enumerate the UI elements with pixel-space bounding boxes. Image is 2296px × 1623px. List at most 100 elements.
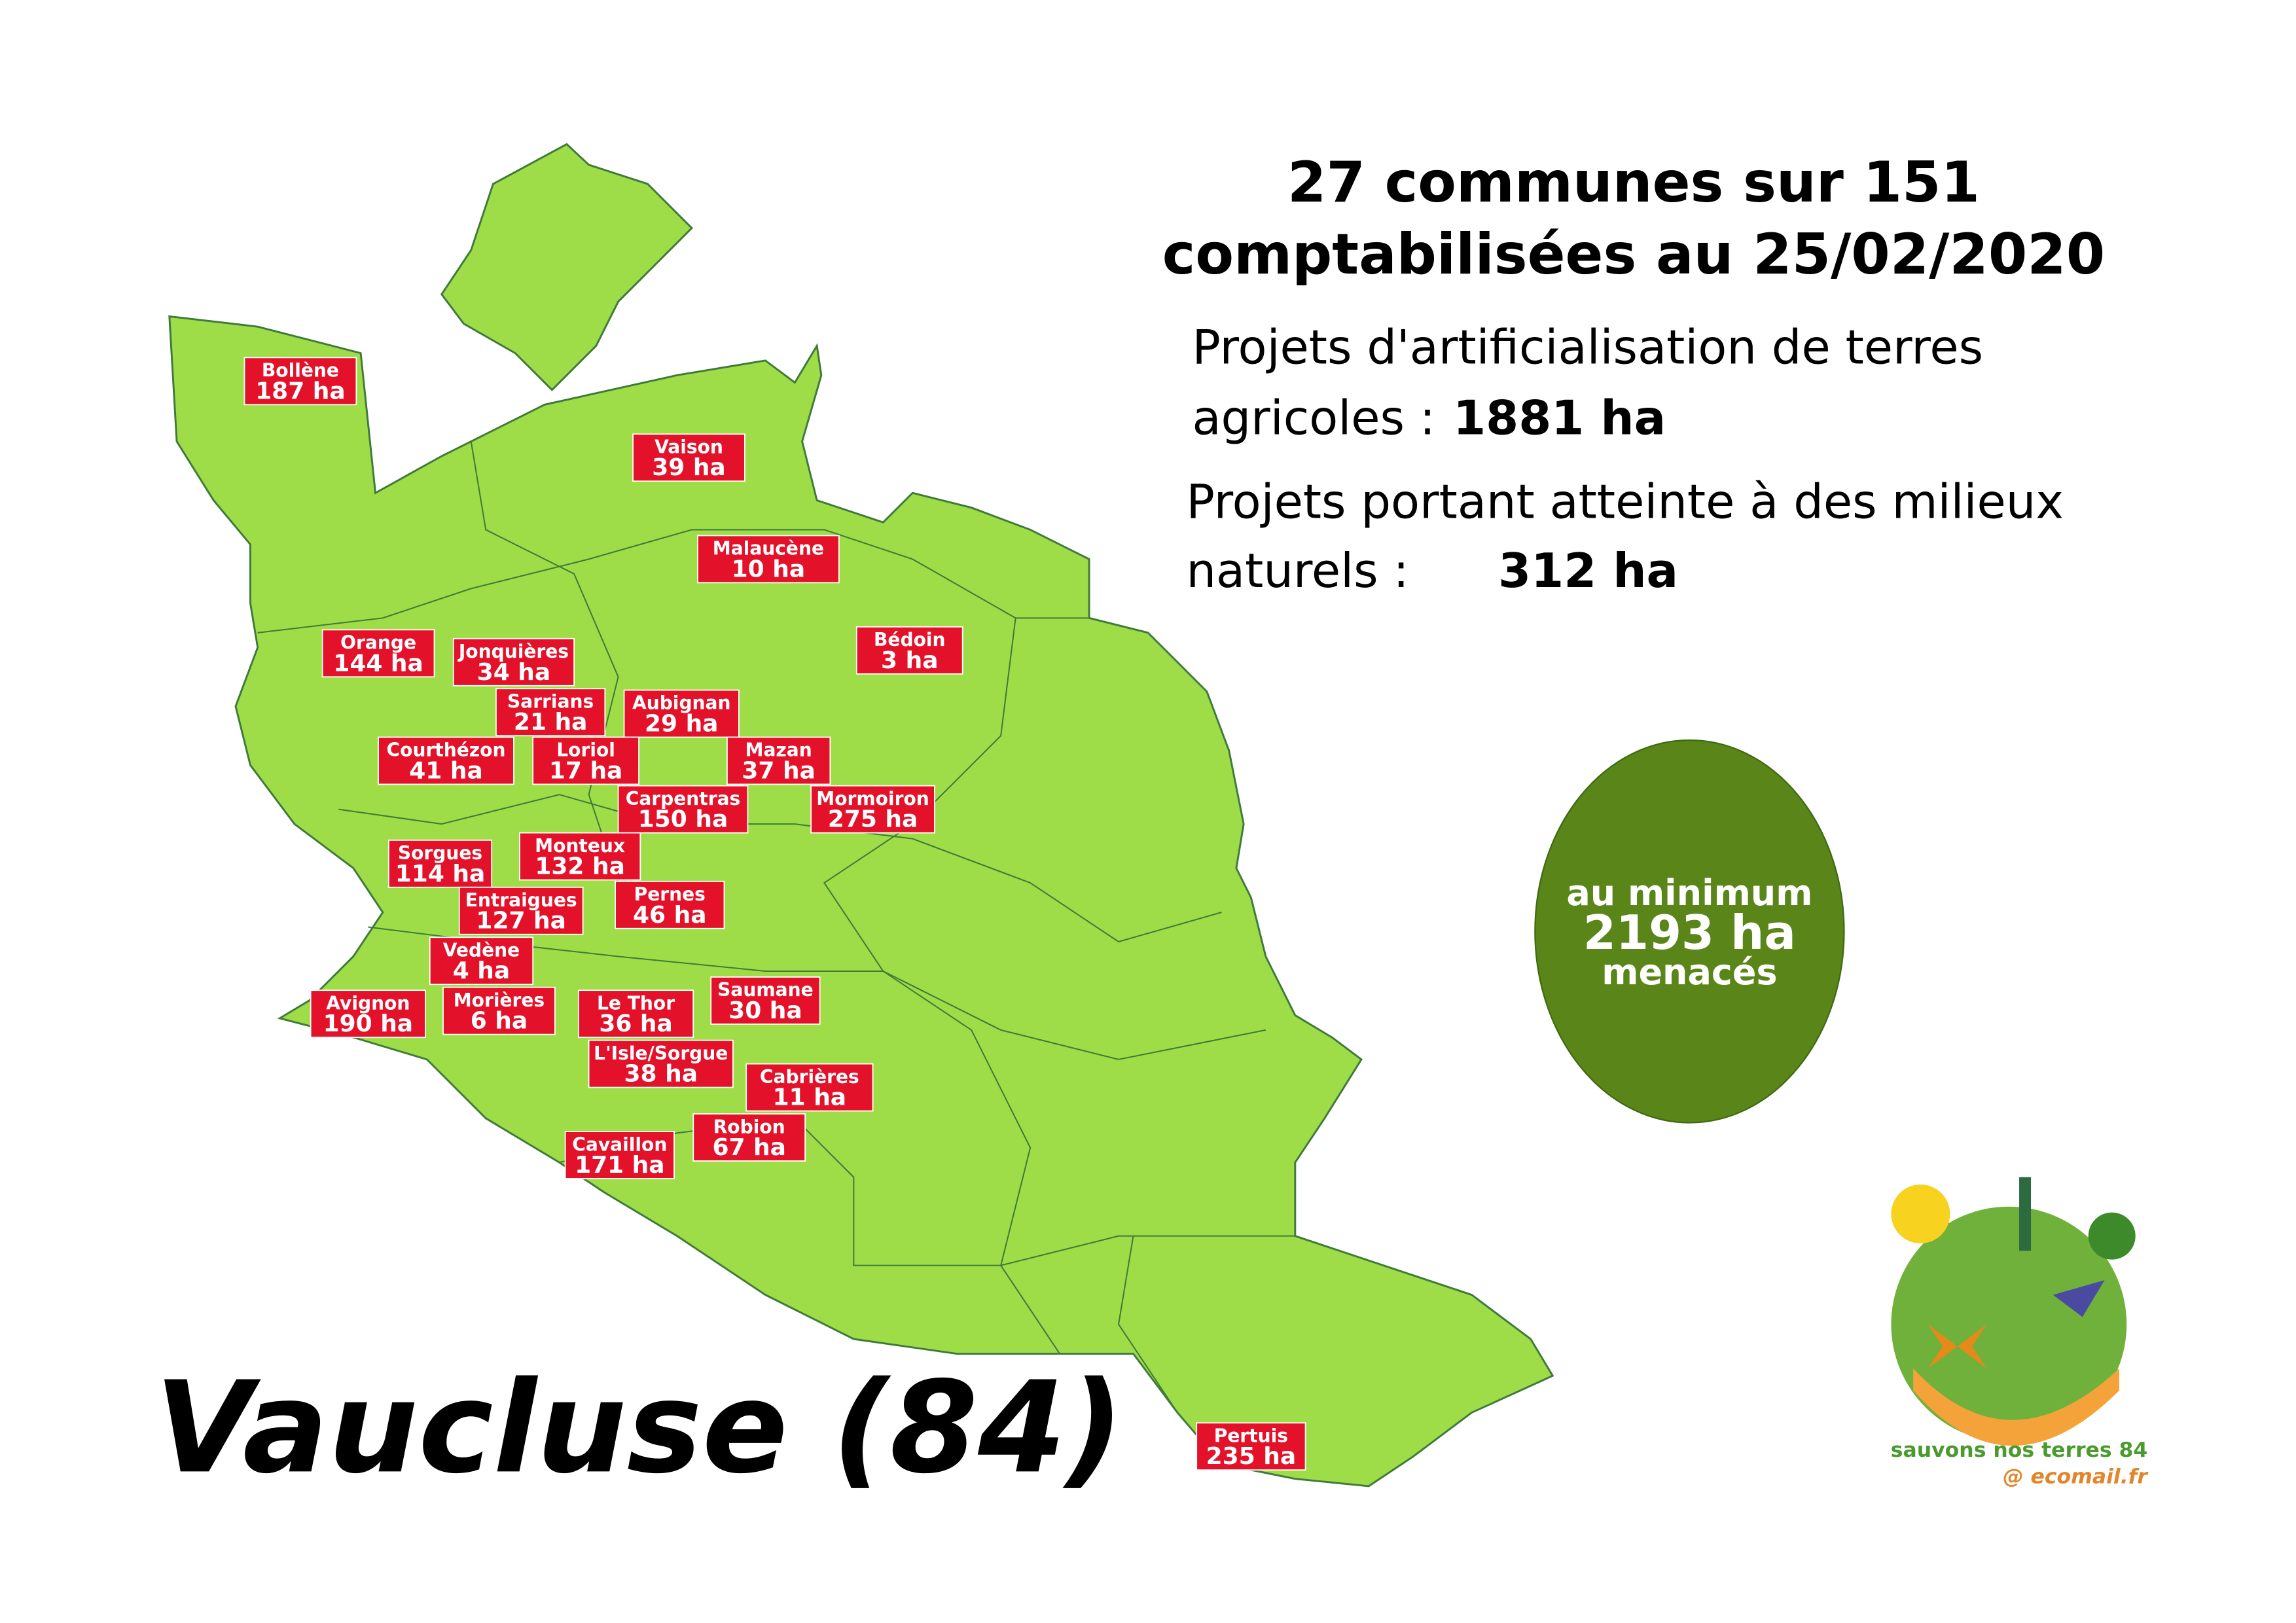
label-box [310,990,426,1039]
commune-name: Cabrières [760,1066,859,1088]
label-box [632,433,745,482]
total-bottom: menacés [1602,952,1777,993]
label-box [697,535,840,584]
total-value: 2193 ha [1583,905,1796,960]
boundary [470,441,619,883]
commune-area: 39 ha [652,454,725,481]
stat-value: 1881 ha [1453,390,1666,445]
commune-name: Carpentras [626,788,741,810]
map-title: Vaucluse (84) [154,1354,1124,1501]
commune-area: 6 ha [471,1008,528,1035]
commune-area: 187 ha [255,378,345,404]
label-box [692,1113,806,1162]
logo-name: sauvons nos terres 84 [1891,1438,2148,1462]
label-box [617,785,749,834]
logo-globe [1891,1206,2127,1442]
commune-area: 4 ha [453,957,510,984]
stat-text: Projets d'artificialisation de terres [1192,319,1983,374]
logo: sauvons nos terres 84 @ ecomail.fr [1891,1177,2149,1488]
boundary [823,618,1060,1355]
commune-area: 171 ha [575,1152,664,1179]
commune-name: Vedène [443,939,520,961]
boundary [338,794,1222,943]
commune-name: Avignon [326,992,410,1014]
logo-sun [1891,1184,1950,1243]
commune-name: Loriol [556,740,615,761]
total-top: au minimum [1566,872,1812,914]
label-box [623,689,740,738]
commune-area: 10 ha [732,556,805,582]
logo-site: @ ecomail.fr [2003,1465,2149,1488]
commune-name: Courthézon [387,740,506,761]
commune-area: 3 ha [881,647,938,674]
commune-area: 275 ha [828,806,918,833]
stat-text: naturels : 312 ha [1186,543,1678,598]
commune-area: 11 ha [773,1084,846,1111]
label-box [429,936,534,986]
department-outline [168,315,1554,1488]
commune-name: Bédoin [874,629,946,651]
commune-name: Orange [340,632,416,654]
stat-text: agricoles : 1881 ha [1192,390,1666,445]
commune-area: 37 ha [742,757,815,784]
commune-name: Vaison [655,437,723,458]
map [168,143,1554,1488]
boundary [257,529,1090,633]
label-box [745,1063,874,1112]
commune-name: Pertuis [1214,1425,1288,1446]
commune-name: Le Thor [597,992,675,1014]
commune-area: 30 ha [728,997,802,1024]
commune-name: Morières [454,990,545,1011]
commune-name: Sorgues [398,842,482,864]
label-box [519,832,641,881]
label-box [495,688,606,737]
total-ellipse [1534,739,1845,1124]
label-box [243,357,357,406]
stat-value: 312 ha [1498,543,1678,598]
commune-name: Monteux [535,835,625,857]
commune-area: 67 ha [712,1134,785,1161]
commune-area: 38 ha [624,1061,698,1088]
commune-name: Sarrians [507,690,594,712]
stat-label: naturels : [1186,543,1408,598]
label-box [564,1131,675,1179]
label-box [726,736,831,785]
commune-name: Aubignan [632,692,731,714]
stat-text: Projets portant atteinte à des milieux [1186,474,2063,529]
commune-area: 144 ha [333,650,423,677]
label-box [1196,1422,1306,1471]
commune-area: 127 ha [476,908,565,935]
label-box [588,1039,734,1088]
commune-name: Bollène [262,360,339,382]
commune-name: Mazan [745,740,812,761]
label-box [442,986,556,1035]
commune-area: 132 ha [535,853,624,880]
commune-name: Mormoiron [816,788,929,810]
commune-area: 235 ha [1206,1443,1296,1470]
commune-area: 41 ha [409,757,482,784]
label-box [387,839,493,888]
commune-area: 17 ha [549,757,622,784]
